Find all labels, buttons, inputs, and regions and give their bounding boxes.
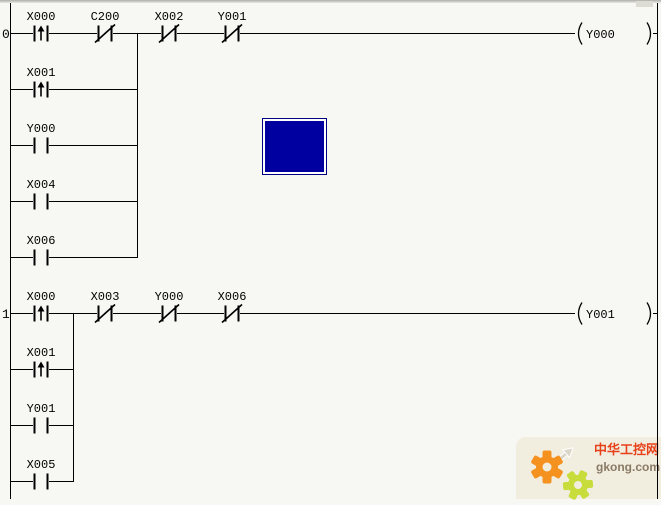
contact-normally-open[interactable]	[33, 247, 49, 268]
contact-label: X006	[27, 234, 56, 248]
output-coil[interactable]: Y001	[577, 302, 652, 325]
contact-label: X005	[27, 458, 56, 472]
coil-label: Y001	[586, 308, 615, 322]
contact-label: X001	[27, 66, 56, 80]
rung-0: 0 X000 C200 X002 Y001 X001 Y000 X004 X00…	[2, 10, 657, 268]
contact-label: X003	[91, 290, 120, 304]
contact-normally-open[interactable]	[33, 415, 49, 436]
coil-paren-open	[577, 22, 583, 45]
window-top-border	[0, 0, 661, 3]
contact-label: Y000	[155, 290, 184, 304]
contact-normally-open[interactable]	[33, 471, 49, 492]
contact-normally-closed[interactable]	[158, 22, 180, 45]
contact-label: Y000	[27, 122, 56, 136]
contact-label: Y001	[218, 10, 247, 24]
contact-normally-closed[interactable]	[158, 302, 180, 325]
contact-pulse-rising[interactable]	[32, 302, 50, 325]
coil-paren-open	[577, 302, 583, 325]
contact-label: C200	[91, 10, 120, 24]
coil-paren-close	[646, 22, 652, 45]
coil-paren-close	[646, 302, 652, 325]
contact-label: X000	[27, 10, 56, 24]
watermark-title: 中华工控网	[594, 442, 660, 457]
contact-pulse-rising[interactable]	[32, 22, 50, 45]
output-coil[interactable]: Y000	[577, 22, 652, 45]
contact-label: X002	[155, 10, 184, 24]
contact-label: X000	[27, 290, 56, 304]
watermark-domain: gkong.com	[596, 460, 661, 474]
contact-label: X004	[27, 178, 56, 192]
rung-1: 1 X000 X003 Y000 X006 X001 Y001 X005 Y00…	[2, 290, 657, 492]
step-number: 0	[2, 27, 10, 42]
contact-normally-closed[interactable]	[221, 22, 243, 45]
coil-label: Y000	[586, 28, 615, 42]
gear-icon	[531, 450, 563, 484]
contact-normally-closed[interactable]	[94, 22, 116, 45]
contact-pulse-rising[interactable]	[32, 78, 50, 101]
contact-pulse-rising[interactable]	[32, 358, 50, 381]
gear-icon	[562, 470, 594, 500]
contact-normally-open[interactable]	[33, 191, 49, 212]
contact-label: Y001	[27, 402, 56, 416]
contact-normally-closed[interactable]	[221, 302, 243, 325]
watermark-logo	[531, 447, 594, 500]
contact-label: X001	[27, 346, 56, 360]
window-corner-chip	[636, 1, 653, 7]
contact-normally-closed[interactable]	[94, 302, 116, 325]
step-number: 1	[2, 307, 10, 322]
contact-normally-open[interactable]	[33, 135, 49, 156]
contact-label: X006	[218, 290, 247, 304]
edit-cursor[interactable]	[262, 118, 327, 175]
gkong-watermark: 中华工控网 gkong.com	[516, 436, 661, 500]
